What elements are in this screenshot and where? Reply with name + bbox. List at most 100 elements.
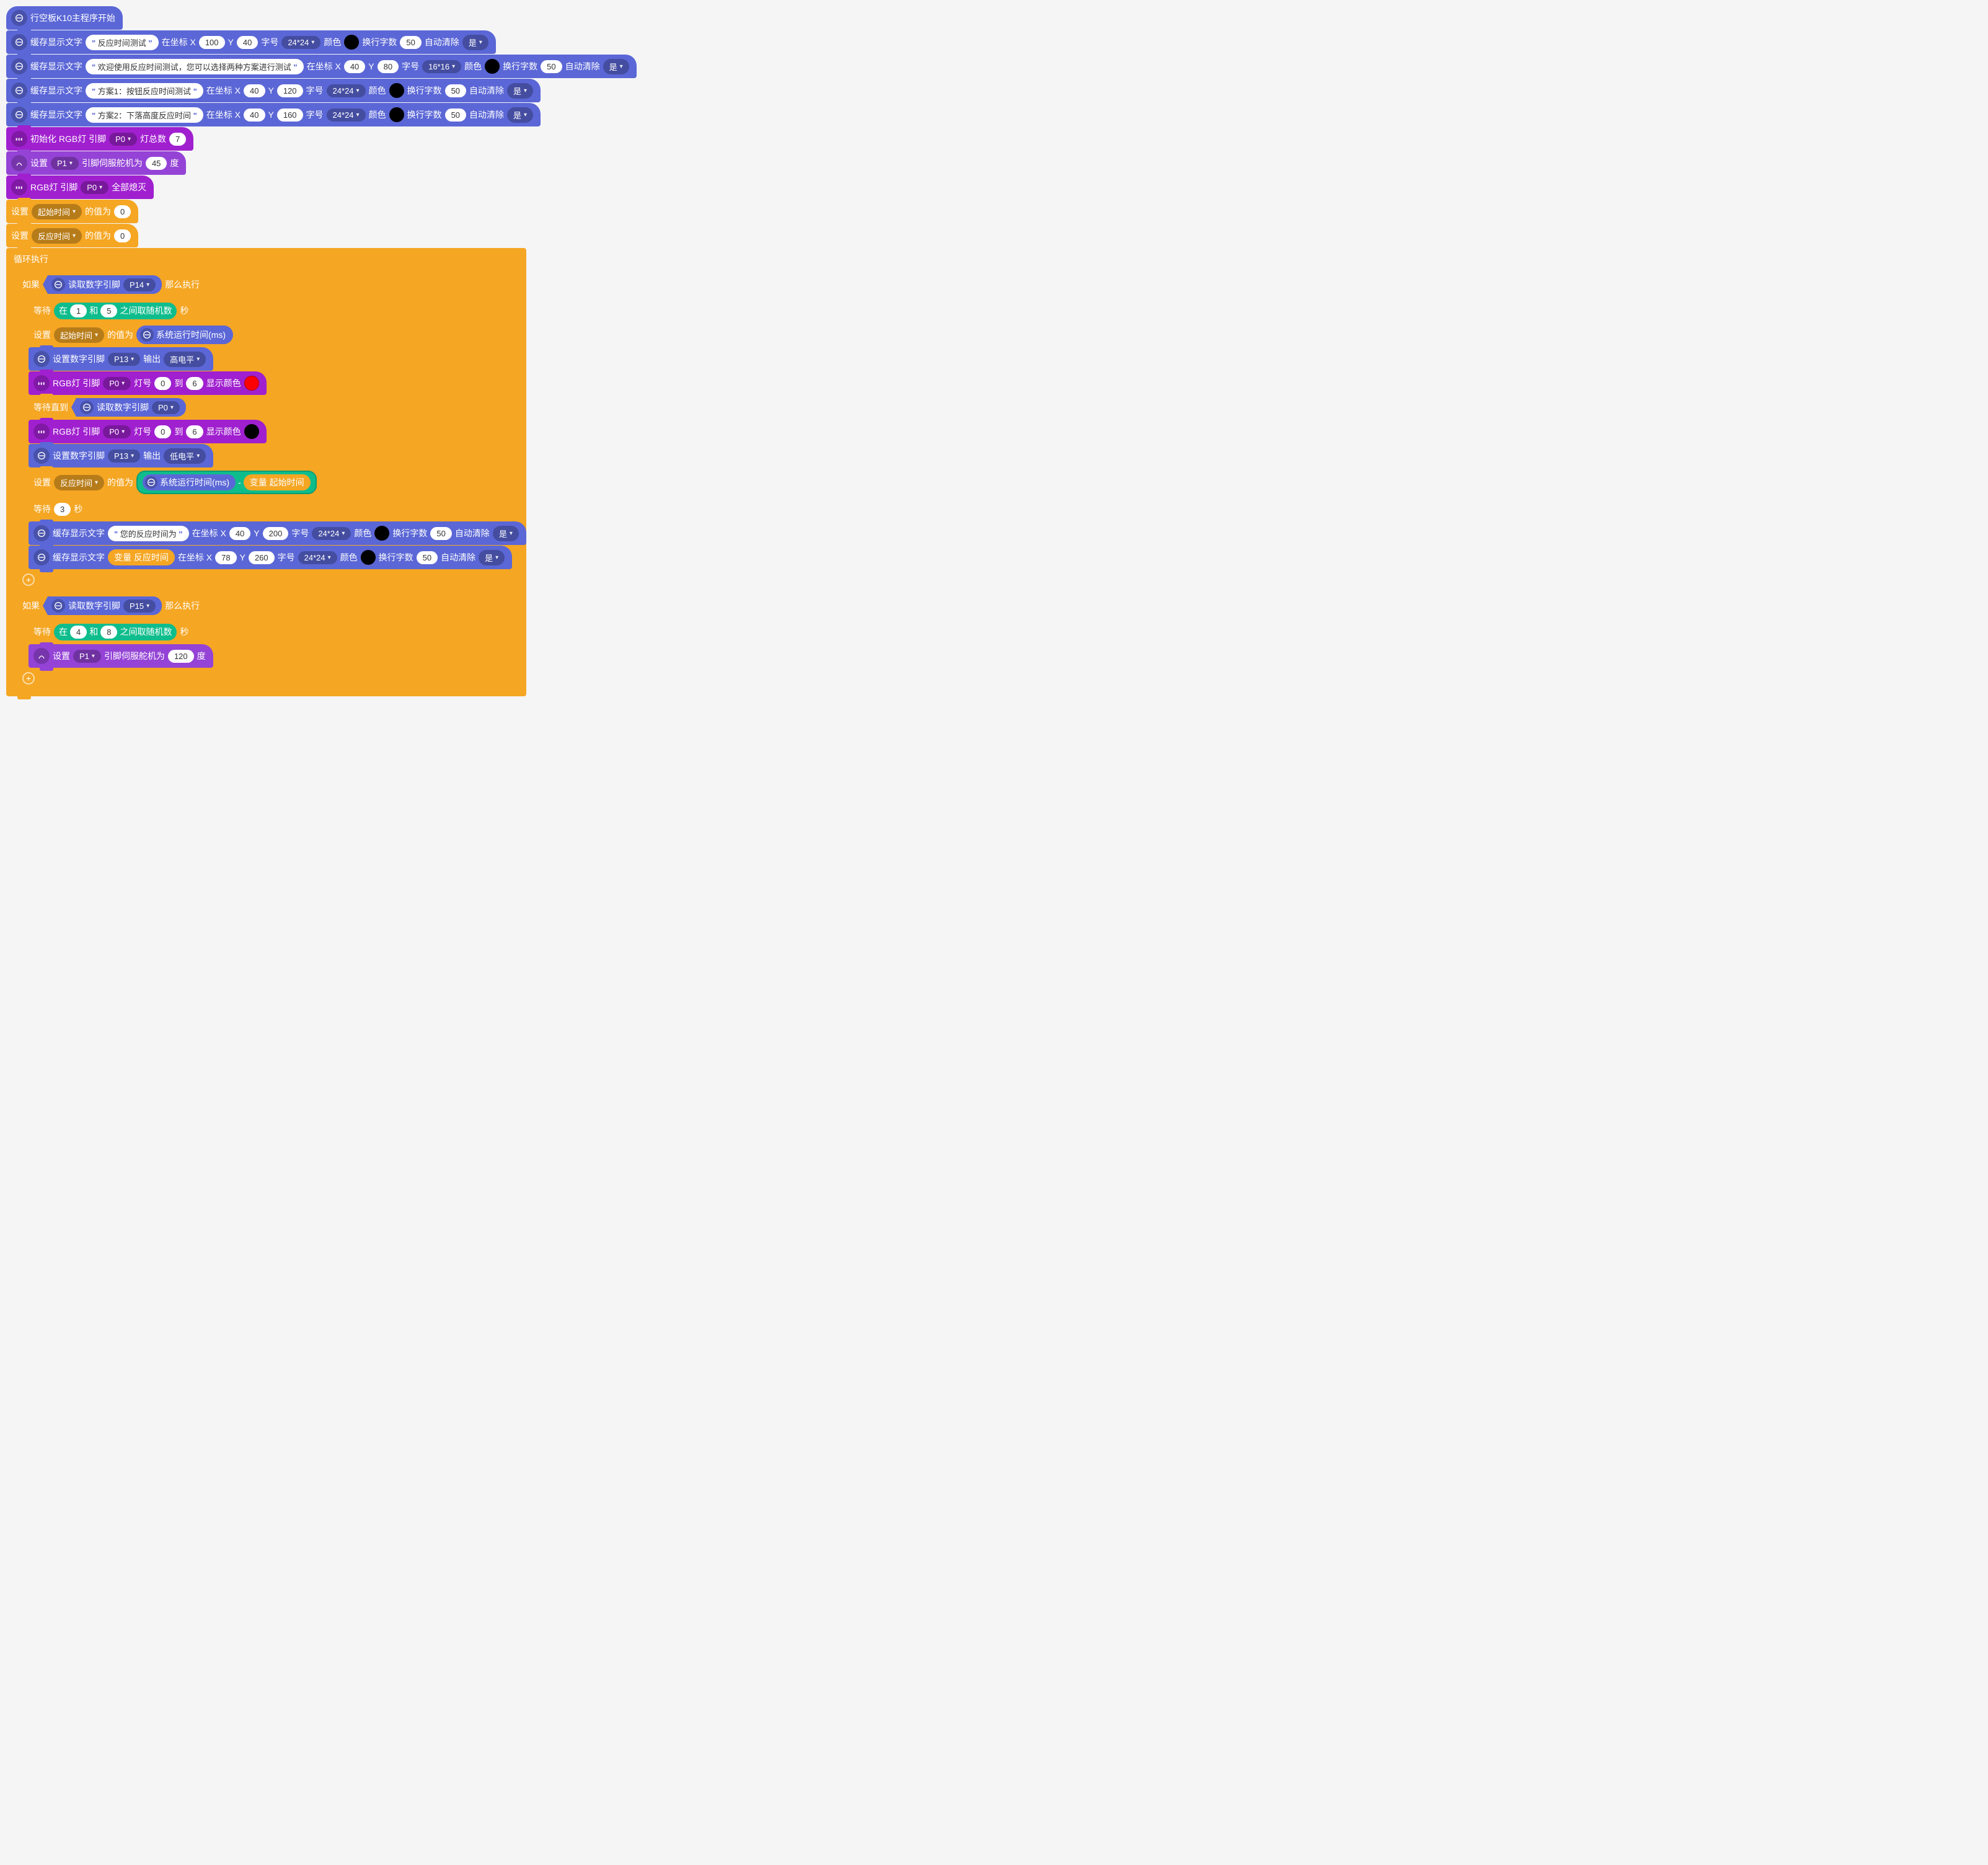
pin-dropdown[interactable]: P1 — [73, 650, 101, 663]
block-rgb-black[interactable]: RGB灯 引脚 P0 灯号 0 到 6 显示颜色 — [29, 420, 267, 443]
color-picker[interactable] — [244, 376, 259, 391]
to-input[interactable]: 6 — [186, 377, 203, 390]
block-set-digital-high[interactable]: 设置数字引脚 P13 输出 高电平 — [29, 347, 213, 371]
block-set-start-runtime[interactable]: 设置 起始时间 的值为 系统运行时间(ms) — [29, 323, 241, 347]
angle-input[interactable]: 45 — [146, 157, 167, 170]
x-input[interactable]: 100 — [199, 36, 225, 49]
block-cache-result-label[interactable]: 缓存显示文字 " 您的反应时间为 " 在坐标 X 40 Y 200 字号 24*… — [29, 521, 526, 545]
clear-dropdown[interactable]: 是 — [462, 35, 488, 50]
level-dropdown[interactable]: 低电平 — [164, 448, 206, 464]
to-input[interactable]: 6 — [186, 425, 203, 438]
condition-read-digital[interactable]: 读取数字引脚 P14 — [43, 275, 162, 294]
condition-read-digital[interactable]: 读取数字引脚 P0 — [71, 398, 186, 417]
random-expr[interactable]: 在 4 和 8 之间取随机数 — [54, 624, 177, 640]
x-input[interactable]: 40 — [244, 84, 265, 97]
block-wait-random-2[interactable]: 等待 在 4 和 8 之间取随机数 秒 — [29, 620, 196, 644]
wrap-input[interactable]: 50 — [541, 60, 562, 73]
min-input[interactable]: 1 — [70, 304, 87, 317]
y-input[interactable]: 40 — [237, 36, 258, 49]
color-picker[interactable] — [374, 526, 389, 541]
font-dropdown[interactable]: 24*24 — [327, 109, 366, 122]
font-dropdown[interactable]: 16*16 — [422, 60, 461, 73]
condition-read-digital[interactable]: 读取数字引脚 P15 — [43, 596, 162, 615]
clear-dropdown[interactable]: 是 — [507, 83, 533, 99]
color-picker[interactable] — [344, 35, 359, 50]
value-input[interactable]: 0 — [114, 205, 131, 218]
block-cache-text-1[interactable]: 缓存显示文字 " 反应时间测试 " 在坐标 X 100 Y 40 字号 24*2… — [6, 30, 496, 54]
block-rgb-red[interactable]: RGB灯 引脚 P0 灯号 0 到 6 显示颜色 — [29, 371, 267, 395]
y-input[interactable]: 260 — [249, 551, 275, 564]
block-wait-3[interactable]: 等待 3 秒 — [29, 497, 90, 521]
pin-dropdown[interactable]: P0 — [103, 425, 131, 438]
add-branch-icon[interactable]: + — [22, 672, 35, 684]
var-dropdown[interactable]: 起始时间 — [32, 204, 82, 219]
x-input[interactable]: 40 — [344, 60, 365, 73]
level-dropdown[interactable]: 高电平 — [164, 352, 206, 367]
clear-dropdown[interactable]: 是 — [507, 107, 533, 123]
pin-dropdown[interactable]: P13 — [108, 353, 140, 366]
pin-dropdown[interactable]: P0 — [152, 401, 180, 414]
block-cache-text-4[interactable]: 缓存显示文字 " 方案2：下落高度反应时间 " 在坐标 X 40 Y 160 字… — [6, 103, 541, 126]
pin-dropdown[interactable]: P15 — [123, 600, 156, 613]
block-servo-set[interactable]: 设置 P1 引脚伺服舵机为 45 度 — [6, 151, 186, 175]
wrap-input[interactable]: 50 — [445, 109, 466, 122]
block-start[interactable]: 行空板K10主程序开始 — [6, 6, 123, 30]
block-wait-until[interactable]: 等待直到 读取数字引脚 P0 — [29, 396, 193, 419]
block-set-digital-low[interactable]: 设置数字引脚 P13 输出 低电平 — [29, 444, 213, 467]
block-wait-random[interactable]: 等待 在 1 和 5 之间取随机数 秒 — [29, 299, 196, 322]
pin-dropdown[interactable]: P0 — [81, 181, 108, 194]
y-input[interactable]: 160 — [277, 109, 303, 122]
pin-dropdown[interactable]: P1 — [51, 157, 79, 170]
color-picker[interactable] — [244, 424, 259, 439]
font-dropdown[interactable]: 24*24 — [312, 527, 351, 540]
random-expr[interactable]: 在 1 和 5 之间取随机数 — [54, 303, 177, 319]
y-input[interactable]: 80 — [378, 60, 399, 73]
var-ref[interactable]: 变量 反应时间 — [108, 549, 175, 565]
from-input[interactable]: 0 — [154, 425, 171, 438]
wrap-input[interactable]: 50 — [445, 84, 466, 97]
text-input[interactable]: " 方案1：按钮反应时间测试 " — [86, 83, 203, 99]
y-input[interactable]: 200 — [263, 527, 289, 540]
font-dropdown[interactable]: 24*24 — [327, 84, 366, 97]
pin-dropdown[interactable]: P0 — [103, 377, 131, 390]
max-input[interactable]: 8 — [100, 626, 117, 639]
block-loop-forever[interactable]: 循环执行 如果 读取数字引脚 P14 那么执行 等待 — [6, 248, 526, 696]
text-input[interactable]: " 您的反应时间为 " — [108, 526, 189, 541]
runtime-expr[interactable]: 系统运行时间(ms) — [136, 326, 233, 344]
block-cache-text-3[interactable]: 缓存显示文字 " 方案1：按钮反应时间测试 " 在坐标 X 40 Y 120 字… — [6, 79, 541, 102]
add-branch-icon[interactable]: + — [22, 574, 35, 586]
var-dropdown[interactable]: 起始时间 — [54, 327, 104, 343]
x-input[interactable]: 78 — [215, 551, 236, 564]
runtime-expr[interactable]: 系统运行时间(ms) — [143, 474, 236, 490]
sec-input[interactable]: 3 — [54, 503, 71, 516]
clear-dropdown[interactable]: 是 — [493, 526, 519, 541]
count-input[interactable]: 7 — [169, 133, 186, 146]
font-dropdown[interactable]: 24*24 — [298, 551, 337, 564]
color-picker[interactable] — [361, 550, 376, 565]
color-picker[interactable] — [485, 59, 500, 74]
block-set-var-start[interactable]: 设置 起始时间 的值为 0 — [6, 200, 138, 223]
from-input[interactable]: 0 — [154, 377, 171, 390]
text-input[interactable]: " 方案2：下落高度反应时间 " — [86, 107, 203, 123]
clear-dropdown[interactable]: 是 — [479, 550, 505, 565]
wrap-input[interactable]: 50 — [400, 36, 421, 49]
max-input[interactable]: 5 — [100, 304, 117, 317]
pin-dropdown[interactable]: P13 — [108, 450, 140, 463]
subtract-expr[interactable]: 系统运行时间(ms) - 变量 起始时间 — [136, 471, 317, 494]
min-input[interactable]: 4 — [70, 626, 87, 639]
value-input[interactable]: 0 — [114, 229, 131, 242]
text-input[interactable]: " 欢迎使用反应时间测试，您可以选择两种方案进行测试 " — [86, 59, 304, 74]
text-input[interactable]: " 反应时间测试 " — [86, 35, 159, 50]
y-input[interactable]: 120 — [277, 84, 303, 97]
pin-dropdown[interactable]: P0 — [109, 133, 137, 146]
var-dropdown[interactable]: 反应时间 — [32, 228, 82, 244]
x-input[interactable]: 40 — [244, 109, 265, 122]
block-rgb-off[interactable]: RGB灯 引脚 P0 全部熄灭 — [6, 175, 154, 199]
var-dropdown[interactable]: 反应时间 — [54, 475, 104, 490]
block-if-p14[interactable]: 如果 读取数字引脚 P14 那么执行 等待 在 1 — [17, 270, 526, 591]
block-if-p15[interactable]: 如果 读取数字引脚 P15 那么执行 等待 在 4 — [17, 591, 213, 689]
wrap-input[interactable]: 50 — [430, 527, 451, 540]
wrap-input[interactable]: 50 — [417, 551, 438, 564]
angle-input[interactable]: 120 — [168, 650, 194, 663]
font-dropdown[interactable]: 24*24 — [281, 36, 320, 49]
